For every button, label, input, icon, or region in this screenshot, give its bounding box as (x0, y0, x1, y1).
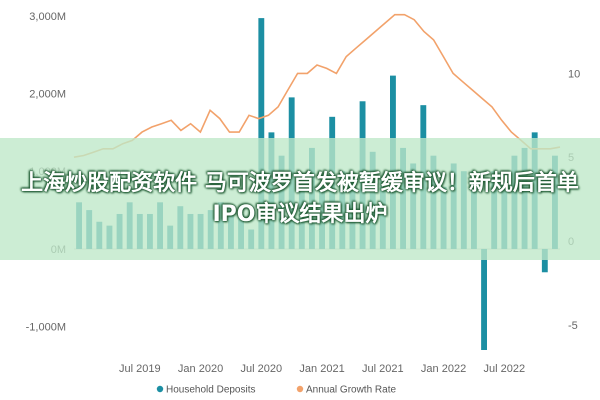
y-right-tick-label: 10 (568, 68, 580, 80)
x-tick-label: Jul 2022 (484, 363, 526, 375)
bar-household-deposits (258, 18, 265, 249)
x-tick-label: Jan 2020 (178, 363, 223, 375)
x-tick-label: Jan 2021 (299, 363, 344, 375)
x-tick-label: Jul 2020 (241, 363, 283, 375)
bar-household-deposits (481, 248, 487, 350)
legend-marker-annual-growth-rate (296, 385, 304, 393)
annual-growth-rate-line (73, 13, 561, 158)
x-tick-label: Jan 2022 (421, 363, 466, 375)
legend-label-household-deposits: Household Deposits (166, 385, 256, 396)
headline-banner: 上海炒股配资软件 马可波罗首发被暂缓审议！新规后首单IPO审议结果出炉 (0, 138, 600, 260)
y-left-tick-label: -1,000M (26, 322, 66, 334)
x-axis: Jul 2019 Jan 2020 Jul 2020 Jan 2021 Jul 2021… (119, 363, 525, 375)
legend-marker-household-deposits (156, 385, 164, 393)
x-tick-label: Jul 2021 (362, 363, 404, 375)
legend-label-annual-growth-rate: Annual Growth Rate (306, 385, 396, 396)
x-tick-label: Jul 2019 (119, 363, 161, 375)
y-left-tick-label: 2,000M (29, 89, 66, 101)
bar-household-deposits (541, 248, 548, 273)
legend: Household Deposits Annual Growth Rate (156, 385, 396, 396)
headline-title[interactable]: 上海炒股配资软件 马可波罗首发被暂缓审议！新规后首单IPO审议结果出炉 (21, 171, 579, 227)
y-right-tick-label: -5 (568, 320, 578, 332)
y-left-tick-label: 3,000M (29, 11, 66, 23)
